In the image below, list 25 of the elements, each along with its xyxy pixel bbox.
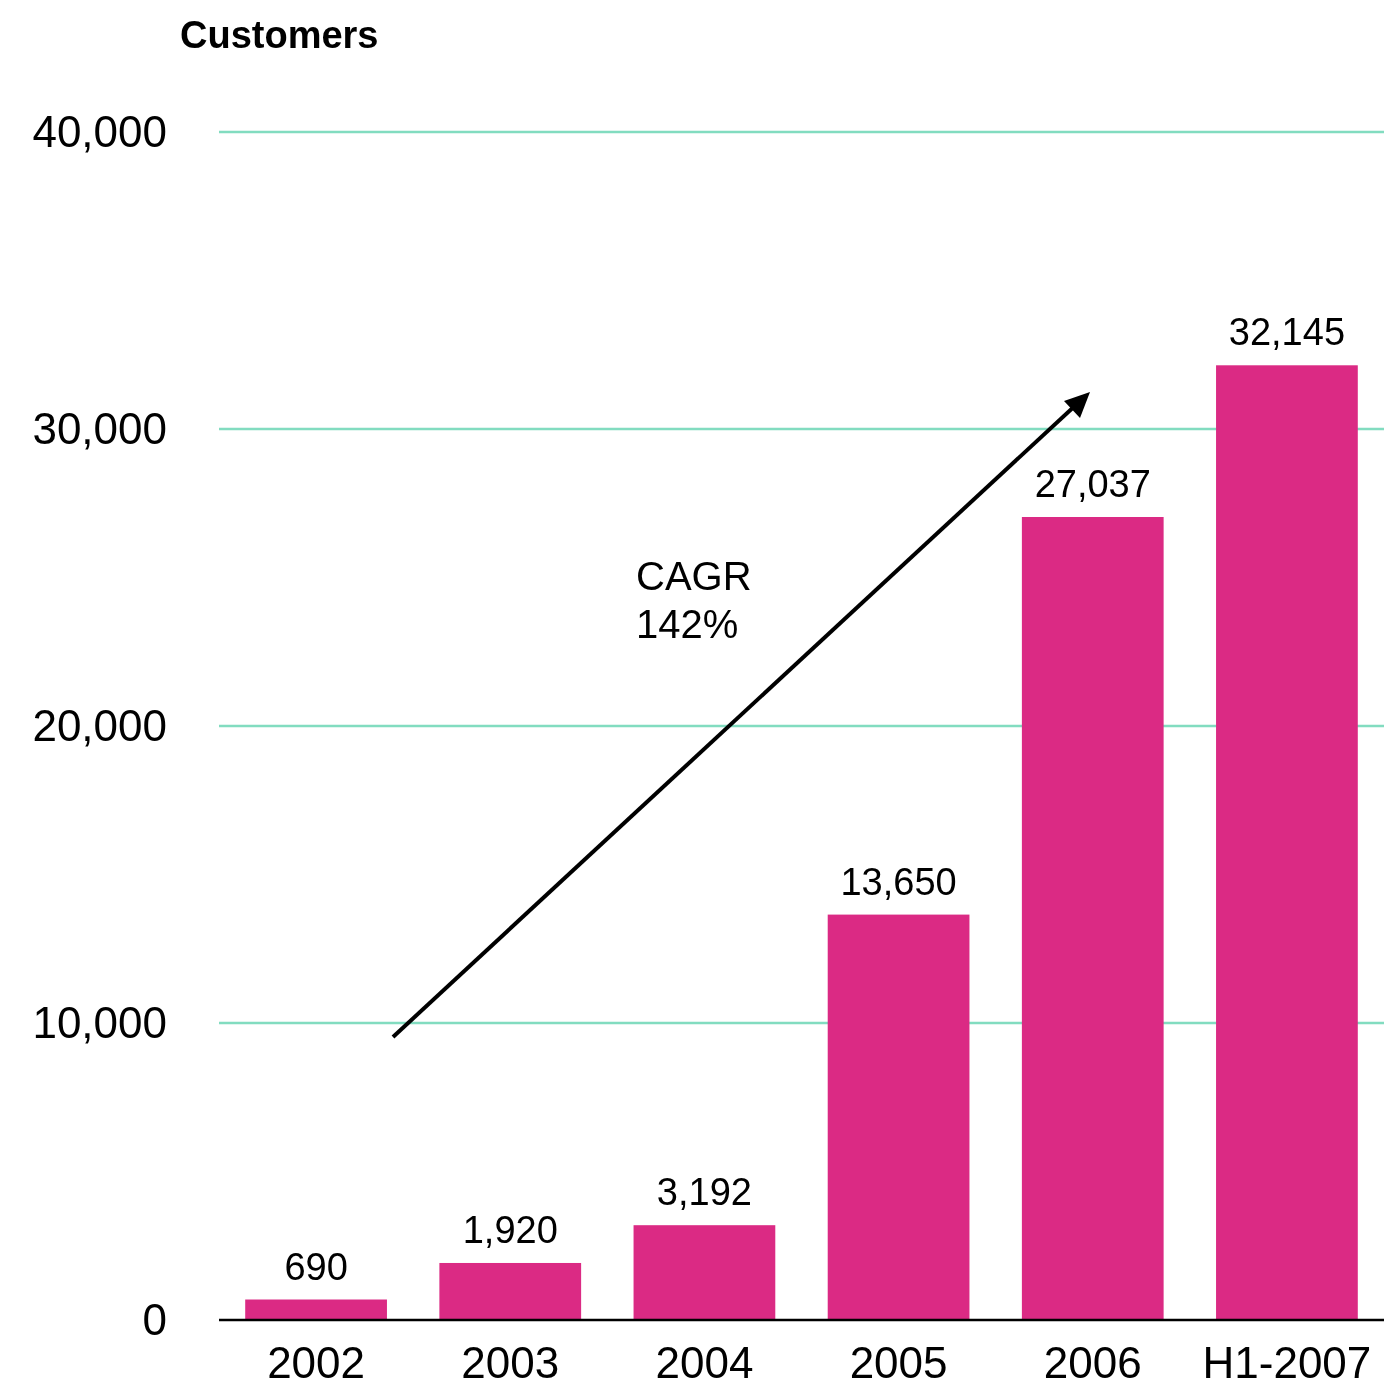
annotation: CAGR 142% [636,554,752,646]
data-label: 32,145 [1228,311,1346,354]
x-tick-label: 2004 [655,1338,754,1387]
bar [439,1262,582,1320]
y-tick-label: 40,000 [32,107,167,157]
chart-title: Customers [180,14,379,56]
x-tick-label: 2005 [849,1338,948,1387]
y-tick-label: 10,000 [32,998,167,1048]
x-tick-label: 2002 [267,1338,366,1387]
x-tick-label: H1-2007 [1202,1338,1372,1387]
y-tick-label: 20,000 [32,701,167,751]
data-label: 690 [284,1245,348,1288]
bar [245,1299,387,1320]
bar [633,1225,776,1320]
bar [827,914,970,1320]
data-label: 13,650 [840,860,957,903]
bar [1216,365,1358,1320]
data-label: 27,037 [1034,463,1151,505]
x-tick-label: 2006 [1043,1338,1142,1387]
bar [1021,517,1164,1320]
y-tick-label: 30,000 [32,404,167,454]
data-label: 3,192 [656,1171,752,1214]
x-tick-label: 2003 [461,1338,560,1387]
data-label: 1,920 [462,1208,558,1251]
y-tick-label: 0 [142,1295,167,1345]
